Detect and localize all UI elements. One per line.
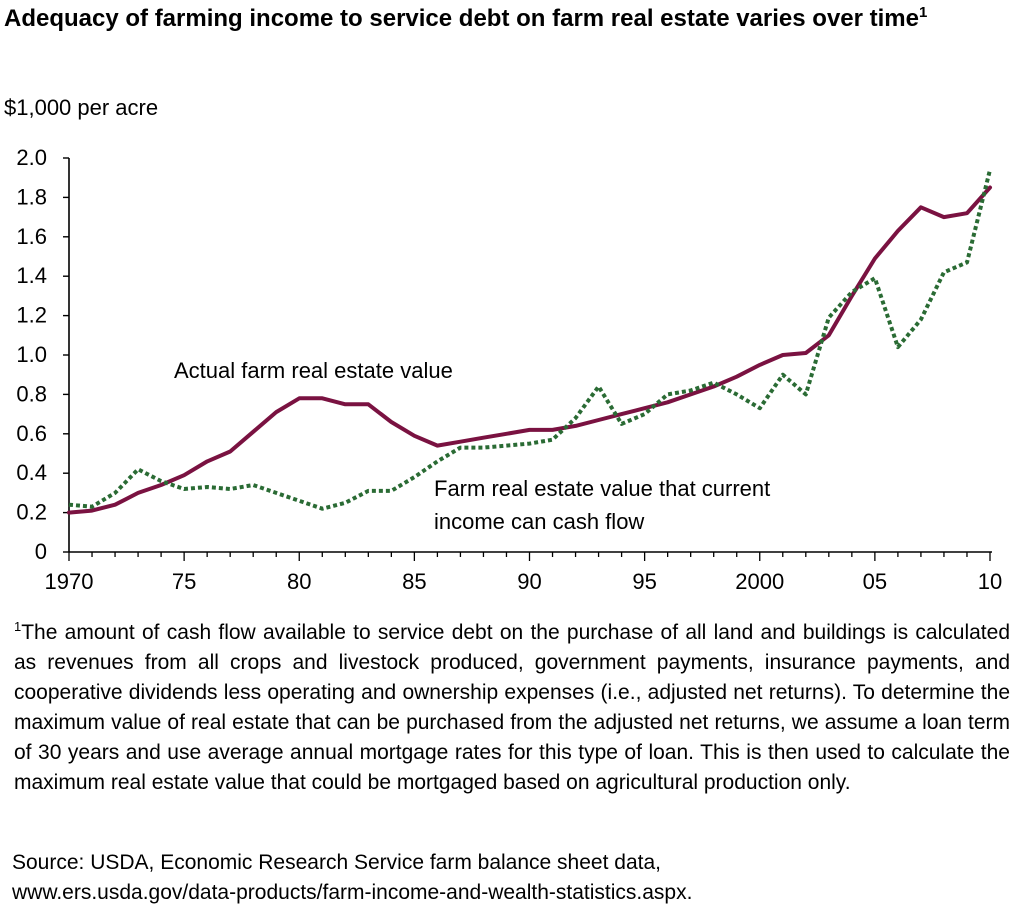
y-tick-label: 1.0 — [16, 342, 47, 367]
y-tick-label: 2.0 — [16, 145, 47, 170]
y-tick-label: 0.8 — [16, 381, 47, 406]
chart-title-text: Adequacy of farming income to service de… — [4, 5, 919, 32]
y-tick-label: 1.2 — [16, 303, 47, 328]
y-tick-label: 1.8 — [16, 184, 47, 209]
source-note: Source: USDA, Economic Research Service … — [12, 848, 1008, 908]
y-axis-unit-label: $1,000 per acre — [4, 95, 158, 121]
chart-title: Adequacy of farming income to service de… — [4, 2, 1004, 36]
series-label-actual: Actual farm real estate value — [174, 358, 453, 383]
x-tick-label: 95 — [632, 569, 656, 594]
title-footnote-mark: 1 — [919, 4, 927, 21]
y-tick-label: 1.4 — [16, 263, 47, 288]
series-label-cashflow-line2: income can cash flow — [434, 509, 644, 534]
y-tick-label: 0.6 — [16, 421, 47, 446]
x-tick-label: 75 — [172, 569, 196, 594]
x-tick-label: 1970 — [45, 569, 94, 594]
y-tick-label: 0 — [35, 539, 47, 564]
y-tick-label: 1.6 — [16, 224, 47, 249]
x-tick-label: 90 — [517, 569, 541, 594]
chart-series-layer — [69, 170, 990, 513]
x-tick-label: 05 — [863, 569, 887, 594]
series-line-cashflow-value — [69, 170, 990, 509]
x-tick-label: 10 — [978, 569, 1002, 594]
line-chart: 0 0.2 0.4 0.6 0.8 1.0 1.2 1.4 1.6 1.8 2.0 1970 75 80 8… — [0, 140, 1018, 600]
x-tick-label: 80 — [287, 569, 311, 594]
series-label-cashflow-line1: Farm real estate value that current — [434, 476, 770, 501]
x-tick-label: 85 — [402, 569, 426, 594]
x-tick-label: 2000 — [735, 569, 784, 594]
source-line-1: Source: USDA, Economic Research Service … — [12, 848, 1008, 878]
source-line-2: www.ers.usda.gov/data-products/farm-inco… — [12, 878, 1008, 908]
footnote: 1The amount of cash flow available to se… — [14, 618, 1010, 798]
series-line-actual-value — [69, 188, 990, 513]
y-tick-label: 0.4 — [16, 460, 47, 485]
footnote-text: The amount of cash flow available to ser… — [14, 621, 1010, 794]
y-tick-label: 0.2 — [16, 500, 47, 525]
